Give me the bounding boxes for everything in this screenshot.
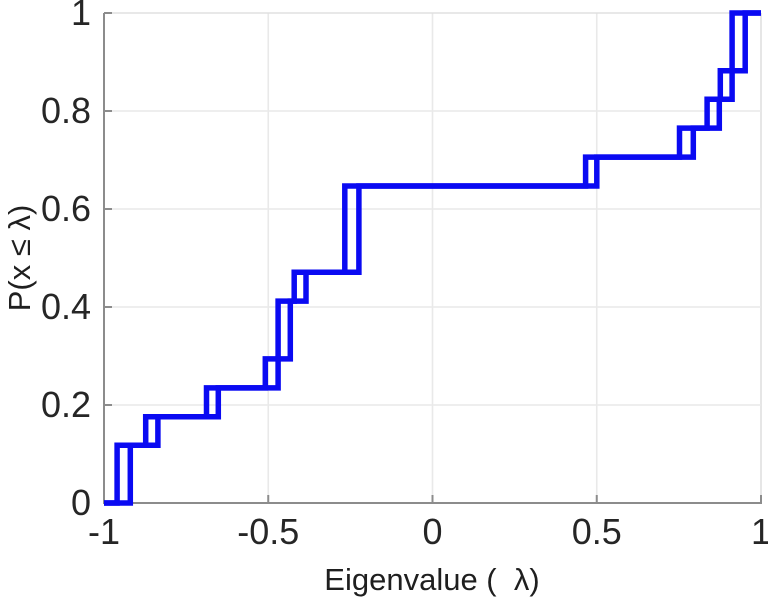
y-tick-label: 0.8	[41, 90, 91, 131]
y-tick-label: 0.4	[41, 286, 91, 327]
x-tick-label: 1	[751, 511, 768, 552]
x-axis-label: Eigenvalue ( λ)	[324, 562, 539, 597]
y-tick-label: 0	[71, 482, 91, 523]
x-tick-labels: -1 -0.5 0 0.5 1	[88, 511, 768, 552]
x-tick-label: 0.5	[572, 511, 622, 552]
y-tick-labels: 0 0.2 0.4 0.6 0.8 1	[41, 0, 91, 523]
ecdf-line-staircase-trailing	[104, 10, 761, 506]
x-tick-label: -0.5	[237, 511, 299, 552]
gridlines	[104, 12, 762, 503]
y-axis-label: P(x ≤ λ)	[2, 205, 37, 312]
y-tick-label: 0.2	[41, 384, 91, 425]
x-tick-label: -1	[88, 511, 120, 552]
x-tick-label: 0	[422, 511, 442, 552]
ecdf-staircases	[104, 10, 761, 506]
y-tick-label: 1	[71, 0, 91, 33]
y-tick-label: 0.6	[41, 188, 91, 229]
